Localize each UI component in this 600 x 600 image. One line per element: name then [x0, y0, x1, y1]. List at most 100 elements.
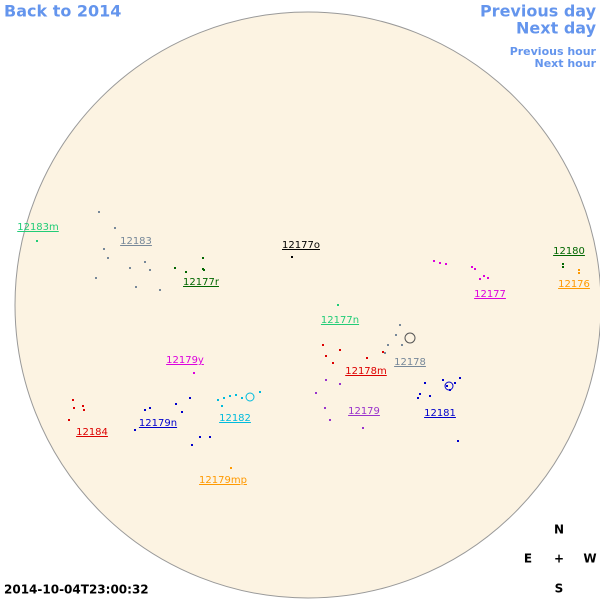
- sunspot: [562, 266, 564, 268]
- sunspot: [362, 427, 364, 429]
- sunspot: [315, 392, 317, 394]
- sunspot: [332, 362, 334, 364]
- sunspot: [483, 275, 485, 277]
- region-label[interactable]: 12177n: [321, 315, 359, 326]
- sunspot: [339, 383, 341, 385]
- spot-contour: [444, 381, 454, 391]
- sunspot: [149, 269, 151, 271]
- sunspot: [175, 403, 177, 405]
- sunspot: [191, 444, 193, 446]
- region-label[interactable]: 12181: [424, 408, 456, 419]
- sunspot: [459, 377, 461, 379]
- sunspot: [454, 382, 456, 384]
- sunspot: [189, 397, 191, 399]
- sunspot: [103, 248, 105, 250]
- sunspot: [429, 395, 431, 397]
- sunspot: [72, 399, 74, 401]
- sunspot: [471, 266, 473, 268]
- sunspot: [325, 379, 327, 381]
- sunspot: [401, 344, 403, 346]
- solar-disk: [14, 11, 600, 599]
- sunspot: [223, 397, 225, 399]
- compass-west: W: [583, 552, 596, 566]
- region-label[interactable]: 12177o: [282, 240, 320, 251]
- sunspot: [419, 393, 421, 395]
- region-label[interactable]: 12177: [474, 289, 506, 300]
- sunspot: [159, 289, 161, 291]
- sunspot: [193, 372, 195, 374]
- sunspot: [366, 357, 368, 359]
- sunspot: [578, 272, 580, 274]
- sunspot: [202, 257, 204, 259]
- spot-contour: [245, 392, 255, 402]
- sunspot: [474, 268, 476, 270]
- sunspot: [229, 395, 231, 397]
- back-link[interactable]: Back to 2014: [4, 2, 121, 21]
- spot-contour: [404, 332, 416, 344]
- sunspot: [95, 277, 97, 279]
- sunspot: [417, 397, 419, 399]
- sunspot: [322, 344, 324, 346]
- region-label[interactable]: 12177r: [183, 277, 220, 288]
- compass-east: E: [524, 552, 532, 566]
- sunspot: [479, 278, 481, 280]
- next-day-link[interactable]: Next day: [516, 19, 597, 38]
- sunspot: [221, 405, 223, 407]
- sunspot: [291, 256, 293, 258]
- timestamp: 2014-10-04T23:00:32: [4, 583, 149, 597]
- sunspot: [98, 211, 100, 213]
- sunspot: [199, 436, 201, 438]
- sunspot: [259, 391, 261, 393]
- sunspot: [149, 407, 151, 409]
- sunspot: [83, 409, 85, 411]
- region-label[interactable]: 12184: [76, 427, 108, 438]
- sunspot: [107, 257, 109, 259]
- sunspot: [457, 440, 459, 442]
- sunspot: [442, 379, 444, 381]
- sunspot: [562, 263, 564, 265]
- sunspot: [174, 267, 176, 269]
- sunspot: [445, 263, 447, 265]
- sunspot: [235, 394, 237, 396]
- sunspot: [185, 271, 187, 273]
- sunspot: [387, 344, 389, 346]
- sunspot: [324, 407, 326, 409]
- sunspot: [399, 324, 401, 326]
- region-label[interactable]: 12183m: [17, 222, 59, 233]
- region-label[interactable]: 12179: [348, 406, 380, 417]
- compass-north: N: [554, 523, 564, 537]
- sunspot: [135, 286, 137, 288]
- region-label[interactable]: 12176: [558, 279, 590, 290]
- sunspot: [68, 419, 70, 421]
- next-hour-link[interactable]: Next hour: [535, 57, 597, 70]
- region-label[interactable]: 12179y: [166, 355, 204, 366]
- sunspot: [446, 385, 448, 387]
- region-label[interactable]: 12178: [394, 357, 426, 368]
- sunspot: [82, 405, 84, 407]
- sunspot: [339, 349, 341, 351]
- sunspot: [73, 407, 75, 409]
- region-label[interactable]: 12182: [219, 413, 251, 424]
- region-label[interactable]: 12183: [120, 236, 152, 247]
- sunspot: [144, 409, 146, 411]
- sunspot: [329, 419, 331, 421]
- sunspot: [203, 269, 205, 271]
- previous-hour-link[interactable]: Previous hour: [510, 45, 597, 58]
- sunspot: [578, 269, 580, 271]
- sunspot: [134, 429, 136, 431]
- sunspot: [384, 352, 386, 354]
- region-label[interactable]: 12180: [553, 246, 585, 257]
- sunspot: [433, 260, 435, 262]
- region-label[interactable]: 12178m: [345, 366, 387, 377]
- sunspot: [439, 262, 441, 264]
- previous-day-link[interactable]: Previous day: [480, 2, 597, 21]
- sunspot: [209, 436, 211, 438]
- sunspot: [395, 334, 397, 336]
- region-label[interactable]: 12179n: [139, 418, 177, 429]
- sunspot: [36, 240, 38, 242]
- sunspot: [325, 355, 327, 357]
- compass-center: +: [554, 552, 564, 566]
- region-label[interactable]: 12179mp: [199, 475, 247, 486]
- sunspot: [217, 399, 219, 401]
